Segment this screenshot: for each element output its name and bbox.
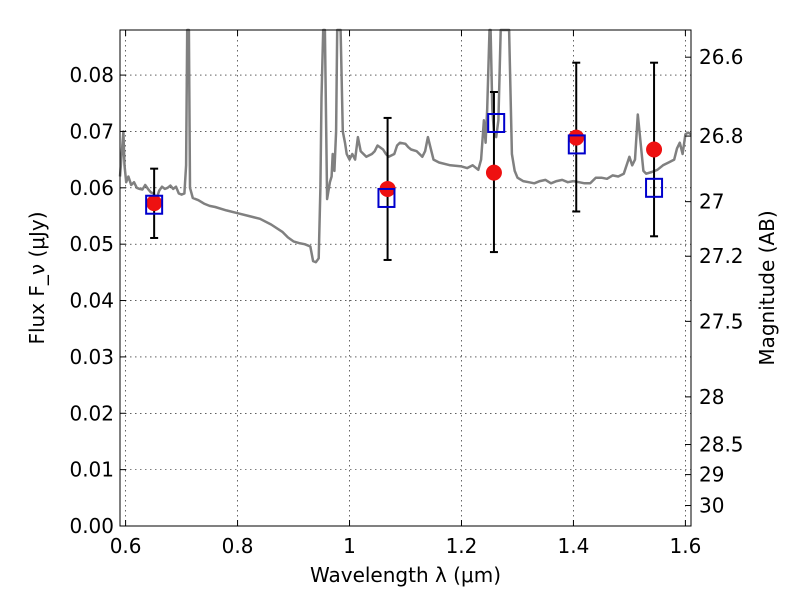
y-tick-label: 0.08 [69, 63, 114, 87]
observed-point [646, 141, 663, 158]
errorbar-layer [150, 61, 659, 261]
x-axis-title: Wavelength λ (μm) [310, 563, 501, 587]
y2-tick-label: 26.8 [699, 124, 744, 148]
y2-tick-label: 27.5 [699, 309, 744, 333]
x-tick-label: 0.8 [222, 534, 254, 558]
x-tick-label: 1.4 [558, 534, 590, 558]
spectrum-line [118, 28, 692, 264]
y-tick-label: 0.04 [69, 289, 114, 313]
y-axis-title: Flux F_ν (μJy) [25, 211, 49, 344]
y-tick-label: 0.07 [69, 119, 114, 143]
model-point [377, 187, 396, 208]
x-tick-label: 1 [343, 534, 356, 558]
y2-tick-label: 27.2 [699, 244, 744, 268]
y2-tick-label: 27 [699, 190, 724, 214]
y2-tick-label: 30 [699, 494, 724, 518]
y-tick-label: 0.05 [69, 232, 114, 256]
y-tick-label: 0.03 [69, 345, 114, 369]
spectrum-layer [118, 28, 692, 264]
x-tick-label: 1.6 [669, 534, 701, 558]
grid-lines [120, 30, 691, 527]
x-tick-label: 0.6 [110, 534, 142, 558]
y2-axis: 26.6 26.8 27 27.2 27.5 28 28.5 29 30 [685, 45, 744, 518]
y-tick-label: 0.06 [69, 176, 114, 200]
model-point [567, 134, 586, 155]
y2-tick-label: 28.5 [699, 433, 744, 457]
plot-frame [119, 29, 692, 527]
model-point [645, 177, 664, 198]
y2-tick-label: 29 [699, 463, 724, 487]
y-tick-label: 0.00 [69, 514, 114, 538]
model-layer [145, 113, 664, 215]
observed-point [146, 195, 163, 212]
y-tick-label: 0.01 [69, 458, 114, 482]
y-tick-label: 0.02 [69, 401, 114, 425]
model-point [487, 113, 506, 133]
observed-point [485, 164, 502, 181]
y-axis: 0.00 0.01 0.02 0.03 0.04 0.05 0.06 0.07 0.08 [69, 63, 126, 538]
y2-tick-label: 28 [699, 385, 724, 409]
y2-axis-title: Magnitude (AB) [755, 210, 779, 365]
x-axis: 0.6 0.8 1 1.2 1.4 1.6 [110, 30, 701, 558]
model-point [145, 194, 164, 215]
x-tick-label: 1.2 [446, 534, 478, 558]
observed-point [568, 129, 585, 146]
y2-tick-label: 26.6 [699, 45, 744, 69]
